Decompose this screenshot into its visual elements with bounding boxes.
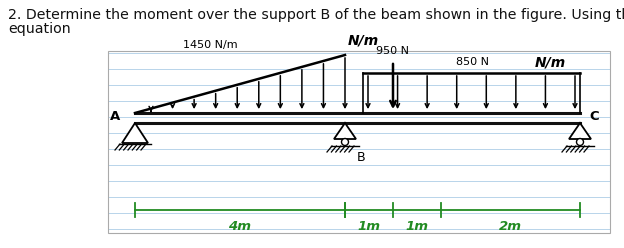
Text: equation: equation (8, 22, 71, 36)
Text: A: A (110, 110, 120, 123)
Polygon shape (122, 123, 148, 143)
Text: 1m: 1m (358, 220, 381, 233)
Circle shape (341, 138, 348, 146)
Bar (108, 51, 610, 233)
Text: 2. Determine the moment over the support B of the beam shown in the figure. Usin: 2. Determine the moment over the support… (8, 8, 624, 22)
Text: N/m: N/m (348, 33, 379, 47)
Text: 850 N: 850 N (456, 57, 489, 67)
Text: 2m: 2m (499, 220, 522, 233)
Text: 1450 N/m: 1450 N/m (183, 40, 237, 50)
Text: B: B (357, 151, 366, 164)
Text: N/m: N/m (535, 55, 566, 69)
Polygon shape (334, 123, 356, 139)
Polygon shape (569, 123, 591, 139)
Text: 950 N: 950 N (376, 46, 409, 56)
Text: 4m: 4m (228, 220, 251, 233)
Text: 1m: 1m (406, 220, 429, 233)
Text: C: C (589, 110, 599, 123)
Circle shape (577, 138, 583, 146)
